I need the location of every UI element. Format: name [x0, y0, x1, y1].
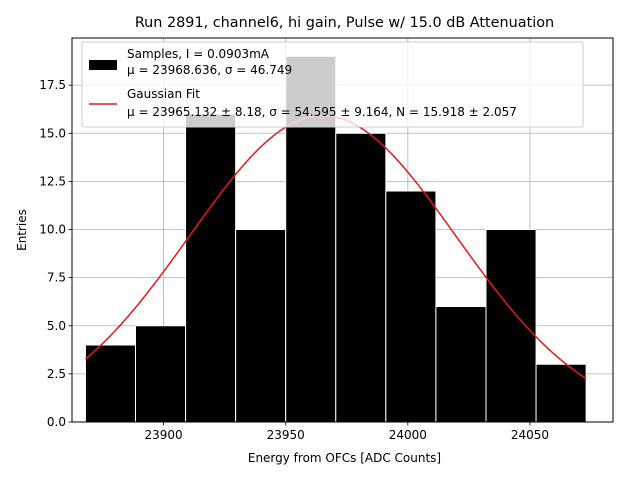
y-tick-label: 15.0: [39, 126, 66, 140]
x-tick-label: 23900: [144, 428, 182, 442]
y-axis-ticks: 0.0 2.5 5.0 7.5 10.0 12.5 15.0 17.5: [39, 78, 72, 429]
histogram-bar: [485, 229, 537, 423]
legend-samples-line2: μ = 23968.636, σ = 46.749: [127, 63, 292, 77]
y-tick-label: 7.5: [47, 271, 66, 285]
legend-samples-line1: Samples, I = 0.0903mA: [127, 47, 270, 61]
chart-title: Run 2891, channel6, hi gain, Pulse w/ 15…: [135, 15, 554, 31]
histogram-bar: [185, 113, 237, 423]
legend-fit-line1: Gaussian Fit: [127, 87, 200, 101]
y-tick-label: 5.0: [47, 319, 66, 333]
histogram-bar: [335, 132, 387, 423]
x-tick-label: 24000: [389, 428, 427, 442]
histogram-bar: [535, 363, 587, 423]
legend-box: [81, 41, 584, 128]
legend: Samples, I = 0.0903mA μ = 23968.636, σ =…: [81, 41, 584, 128]
y-tick-label: 0.0: [47, 415, 66, 429]
histogram-bar: [385, 190, 437, 423]
y-tick-label: 17.5: [39, 78, 66, 92]
x-tick-label: 23950: [267, 428, 305, 442]
y-axis-label: Entries: [15, 209, 29, 251]
histogram-bar: [435, 306, 487, 423]
legend-swatch-samples: [89, 60, 117, 70]
histogram-bar: [135, 325, 187, 423]
histogram-bar: [235, 229, 287, 423]
x-tick-label: 24050: [511, 428, 549, 442]
y-tick-label: 2.5: [47, 367, 66, 381]
y-tick-label: 12.5: [39, 174, 66, 188]
plot-frame: [71, 37, 614, 423]
histogram-bar: [84, 344, 137, 423]
x-axis-ticks: 23900 23950 24000 24050: [144, 422, 549, 442]
y-tick-label: 10.0: [39, 223, 66, 237]
legend-fit-line2: μ = 23965.132 ± 8.18, σ = 54.595 ± 9.164…: [127, 105, 517, 119]
x-axis-label: Energy from OFCs [ADC Counts]: [248, 451, 441, 465]
